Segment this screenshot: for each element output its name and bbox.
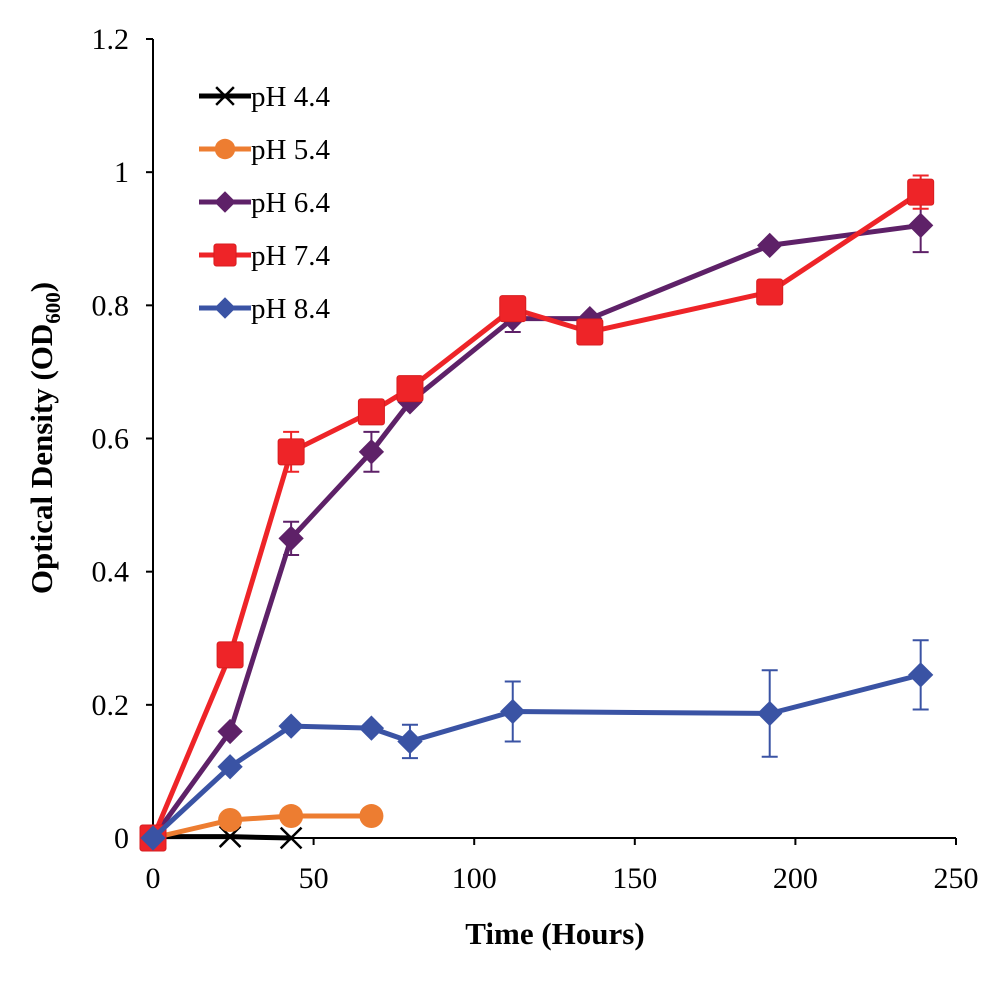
y-tick-label: 0.6: [92, 423, 130, 456]
data-point: [499, 295, 527, 323]
series-ph-5-4: [141, 804, 384, 850]
x-tick-label: 100: [452, 862, 497, 895]
diamond-marker: [214, 297, 236, 319]
data-point: [500, 698, 526, 725]
data-point: [757, 700, 783, 727]
data-point: [908, 662, 934, 688]
diamond-marker: [214, 191, 236, 213]
data-point: [216, 641, 244, 669]
data-point: [576, 318, 604, 346]
y-tick-label: 0.8: [92, 289, 130, 322]
y-tick-label: 1: [114, 156, 129, 189]
legend-item: pH 8.4: [199, 293, 330, 325]
data-point: [757, 232, 783, 259]
data-point: [278, 525, 304, 552]
data-point: [359, 804, 384, 829]
series-line: [152, 813, 372, 841]
data-point: [217, 718, 243, 745]
legend-item: pH 5.4: [199, 134, 330, 166]
data-point: [278, 713, 304, 739]
data-point: [218, 808, 243, 833]
data-point: [756, 278, 784, 306]
y-axis-title: Optical Density (OD600): [24, 282, 65, 594]
legend-label: pH 5.4: [251, 134, 330, 166]
y-tick-label: 0.4: [92, 556, 130, 589]
data-point: [217, 754, 243, 780]
series-line: [151, 672, 922, 840]
x-tick-label: 0: [146, 862, 161, 895]
x-marker: [215, 86, 235, 106]
x-tick-label: 250: [934, 862, 979, 895]
data-point: [357, 398, 385, 426]
series-group: [139, 174, 935, 852]
y-tick-label: 1.2: [92, 23, 130, 56]
circle-marker: [214, 138, 236, 160]
legend-item: pH 4.4: [199, 81, 330, 113]
x-tick-label: 50: [299, 862, 329, 895]
legend-item: pH 6.4: [199, 187, 330, 219]
series-line: [153, 834, 292, 841]
tick-labels: 0 0.2 0.4 0.6 0.8 1 1.2 0 50 100 150 200 250: [92, 23, 979, 895]
y-tick-label: 0.2: [92, 689, 130, 722]
data-point: [908, 212, 934, 239]
series-ph-8-4: [140, 639, 934, 851]
data-point: [396, 375, 424, 403]
data-point: [277, 438, 305, 466]
square-marker: [213, 243, 237, 267]
data-point: [907, 178, 935, 206]
y-tick-label: 0: [114, 822, 129, 855]
data-point: [279, 804, 304, 829]
legend-label: pH 4.4: [251, 81, 330, 113]
data-point: [358, 715, 385, 741]
data-point: [358, 439, 385, 465]
legend: pH 4.4 pH 5.4 pH 6.4 pH 7.4 pH 8.4: [199, 81, 330, 325]
legend-label: pH 8.4: [251, 293, 330, 325]
data-point: [140, 825, 166, 851]
x-axis-title: Time (Hours): [465, 916, 644, 951]
data-point: [279, 826, 303, 850]
legend-item: pH 7.4: [199, 240, 330, 272]
data-point: [397, 728, 423, 755]
x-tick-label: 200: [773, 862, 818, 895]
legend-label: pH 7.4: [251, 240, 330, 272]
x-tick-label: 150: [612, 862, 657, 895]
legend-label: pH 6.4: [251, 187, 330, 219]
